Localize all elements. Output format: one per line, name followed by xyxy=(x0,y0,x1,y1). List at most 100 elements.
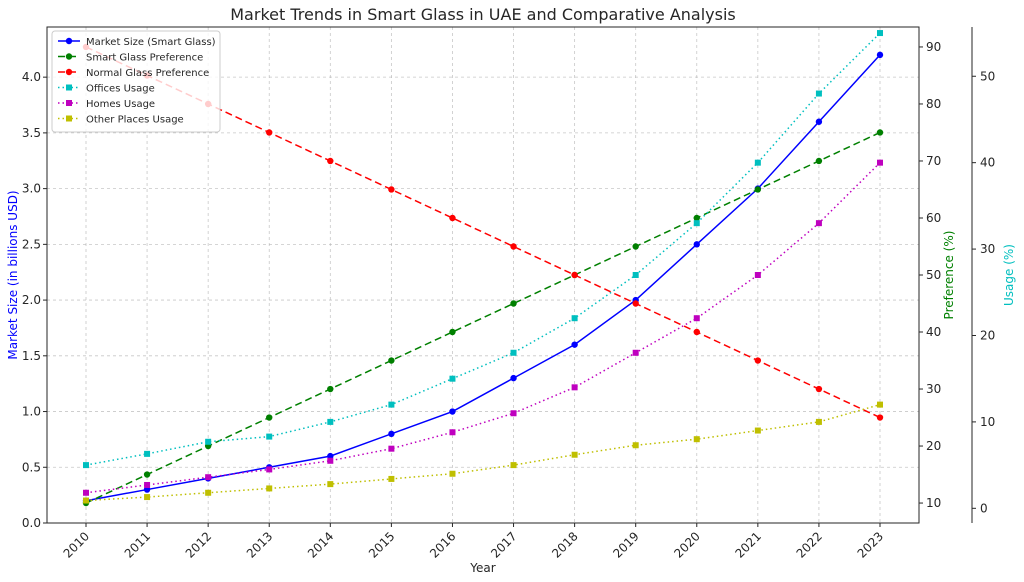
data-point xyxy=(815,157,823,165)
series-line xyxy=(85,162,881,494)
y-axis-market: 0.0 0.5 1.0 1.5 2.0 2.5 3.0 3.5 4.0 xyxy=(22,70,47,530)
data-point xyxy=(83,497,89,504)
x-axis-label: Year xyxy=(469,561,495,575)
data-point xyxy=(266,485,273,492)
data-point xyxy=(632,442,639,449)
y-tick-label-preference: 90 xyxy=(926,40,941,54)
legend-label: Other Places Usage xyxy=(86,115,184,126)
y-axis-label-market: Market Size (in billions USD) xyxy=(6,190,20,359)
data-point xyxy=(449,375,456,382)
data-point xyxy=(877,30,883,37)
data-point xyxy=(815,118,823,125)
data-point xyxy=(815,418,822,425)
legend: Market Size (Smart Glass) Smart Glass Pre… xyxy=(51,30,221,133)
data-point xyxy=(571,315,578,322)
data-point xyxy=(693,214,700,222)
data-point xyxy=(632,243,639,250)
data-point xyxy=(266,414,273,421)
series-line xyxy=(85,131,881,504)
y-tick-label-usage: 10 xyxy=(980,415,995,429)
data-point xyxy=(754,159,761,166)
y-tick-label-market: 0.5 xyxy=(22,460,41,474)
data-point xyxy=(876,414,884,421)
data-point xyxy=(571,384,578,391)
data-point xyxy=(327,481,334,488)
legend-marker xyxy=(66,115,72,122)
data-point xyxy=(510,410,517,417)
data-point xyxy=(510,374,517,382)
y-axis-label-usage: Usage (%) xyxy=(1002,244,1016,306)
legend-item: Smart Glass Preference xyxy=(58,53,203,64)
x-tick-label: 2023 xyxy=(855,529,886,560)
data-point xyxy=(571,271,578,279)
data-point xyxy=(449,214,456,222)
data-point xyxy=(449,328,456,336)
data-point xyxy=(388,357,395,364)
y-tick-label-preference: 20 xyxy=(926,439,941,453)
legend-label: Homes Usage xyxy=(86,99,155,110)
legend-item: Offices Usage xyxy=(58,84,155,95)
x-tick-label: 2011 xyxy=(122,529,153,560)
data-point xyxy=(327,385,334,393)
data-point xyxy=(327,418,334,425)
y-tick-label-usage: 40 xyxy=(980,156,995,170)
legend-box xyxy=(51,30,221,133)
data-point xyxy=(815,220,822,227)
data-point xyxy=(266,129,273,136)
y-tick-label-market: 4.0 xyxy=(22,70,41,84)
y-tick-label-market: 1.0 xyxy=(22,405,41,419)
data-point xyxy=(754,272,761,278)
data-point xyxy=(327,457,334,464)
legend-marker xyxy=(66,100,72,106)
data-point xyxy=(327,157,334,165)
data-point xyxy=(693,241,700,248)
data-point xyxy=(877,159,883,166)
legend-label: Market Size (Smart Glass) xyxy=(86,37,216,48)
data-point xyxy=(144,450,151,457)
y-axis-preference: 10 20 30 40 50 60 70 80 90 xyxy=(919,40,941,510)
data-point xyxy=(388,186,395,193)
y-tick-label-market: 3.0 xyxy=(22,182,41,196)
data-point xyxy=(632,349,639,356)
data-point xyxy=(83,462,89,469)
data-point xyxy=(877,401,883,408)
data-point xyxy=(754,186,762,193)
x-axis: 2010 2011 2012 2013 2014 2015 2016 2017 2018 2019… xyxy=(61,523,886,561)
data-point xyxy=(144,481,151,488)
legend-item: Normal Glass Preference xyxy=(58,68,209,79)
data-point xyxy=(693,328,700,336)
data-point xyxy=(388,430,395,438)
legend-marker xyxy=(65,68,73,76)
data-point xyxy=(815,90,822,97)
data-point xyxy=(510,349,517,356)
x-tick-label: 2014 xyxy=(305,529,336,560)
x-tick-label: 2017 xyxy=(488,529,519,560)
data-point xyxy=(327,452,334,460)
legend-label: Offices Usage xyxy=(86,84,155,95)
y-tick-label-usage: 20 xyxy=(980,328,995,342)
y-tick-label-preference: 40 xyxy=(926,325,941,339)
series-line xyxy=(85,403,881,502)
y-tick-label-market: 2.0 xyxy=(22,293,41,307)
data-point xyxy=(815,385,823,393)
series-line xyxy=(85,54,881,502)
data-point xyxy=(754,427,761,434)
data-point xyxy=(571,341,578,348)
data-point xyxy=(876,51,884,59)
data-point xyxy=(143,471,151,478)
legend-label: Smart Glass Preference xyxy=(86,53,203,64)
y-tick-label-market: 2.5 xyxy=(22,237,41,251)
y-tick-label-preference: 10 xyxy=(926,496,941,510)
y-tick-label-preference: 80 xyxy=(926,97,941,111)
series-1 xyxy=(82,129,884,507)
data-point xyxy=(205,474,212,481)
data-point xyxy=(205,489,212,496)
y-tick-label-usage: 50 xyxy=(980,69,995,83)
chart-title: Market Trends in Smart Glass in UAE and … xyxy=(230,5,736,24)
y-tick-label-market: 3.5 xyxy=(22,126,41,140)
x-tick-label: 2019 xyxy=(610,529,641,560)
legend-marker xyxy=(66,84,72,91)
series-3 xyxy=(83,30,883,469)
y-tick-label-preference: 70 xyxy=(926,154,941,168)
